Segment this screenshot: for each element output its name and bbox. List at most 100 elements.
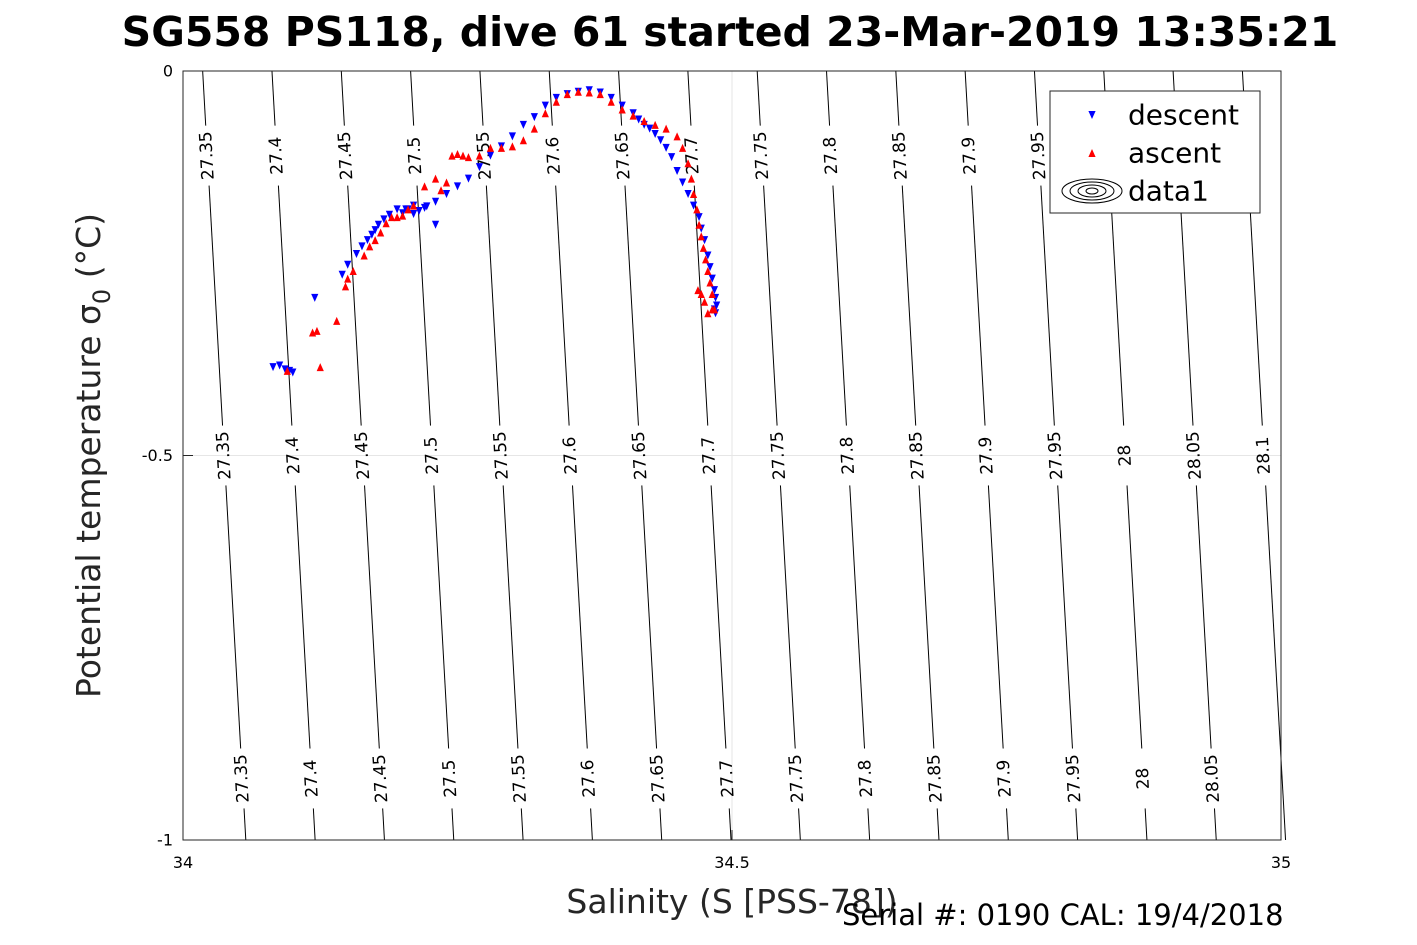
ascent-point <box>693 205 701 214</box>
descent-point <box>695 213 703 222</box>
isopycnal-line <box>1075 808 1079 841</box>
isopycnal-line <box>849 485 866 749</box>
y-axis-label-symbol: σ <box>69 304 108 325</box>
isopycnal-line <box>410 70 415 126</box>
isopycnal-label: 27.35 <box>231 754 254 804</box>
ascent-point <box>344 274 352 283</box>
ascent-point <box>366 242 374 251</box>
ascent-point <box>552 97 560 106</box>
isopycnal-line <box>277 185 293 426</box>
ascent-point <box>629 111 637 120</box>
ascent-point <box>519 136 527 145</box>
ascent-point <box>704 266 712 275</box>
ascent-point <box>687 174 695 183</box>
descent-point <box>704 251 712 260</box>
isopycnal-line <box>208 185 224 426</box>
isopycnal-label: 28.1 <box>1253 436 1275 475</box>
descent-point <box>374 220 383 229</box>
isopycnal-label: 27.9 <box>994 759 1016 798</box>
ascent-point <box>607 97 615 106</box>
legend-data1-contour-icon <box>1061 178 1123 204</box>
isopycnal-line <box>590 808 593 841</box>
isopycnal-line <box>1040 185 1055 426</box>
legend-descent-marker <box>1088 111 1096 119</box>
isopycnal-line <box>895 70 900 126</box>
descent-point <box>311 293 319 302</box>
serial-calibration-note: Serial #: 0190 CAL: 19/4/2018 <box>842 898 1284 932</box>
isopycnal-label: 27.7 <box>682 136 704 175</box>
isopycnal-line <box>202 70 207 126</box>
ascent-point <box>702 255 710 264</box>
isopycnal-label: 27.75 <box>786 754 809 804</box>
descent-point <box>651 130 659 139</box>
descent-point <box>464 174 473 183</box>
ascent-point <box>341 282 350 291</box>
isopycnal-label: 27.9 <box>959 136 981 175</box>
isopycnal-label: 27.65 <box>629 431 652 481</box>
descent-point <box>423 202 431 211</box>
descent-point <box>453 182 462 191</box>
isopycnal-line <box>1006 808 1009 841</box>
isopycnal-label: 27.5 <box>404 136 426 175</box>
isopycnal-label: 28.05 <box>1201 754 1224 804</box>
legend-ascent-marker <box>1088 149 1096 157</box>
isopycnal-label: 27.85 <box>889 131 912 181</box>
ascent-point <box>673 132 681 141</box>
descent-point <box>708 274 716 283</box>
isopycnal-label: 27.35 <box>196 131 219 181</box>
descent-point <box>530 113 538 122</box>
isopycnal-line <box>826 70 831 126</box>
legend-data1-contour-icon <box>1069 181 1115 201</box>
descent-point <box>380 215 388 224</box>
isopycnal-line <box>763 185 778 426</box>
x-tick-label: 34 <box>173 853 193 872</box>
ascent-point <box>708 290 716 299</box>
descent-point <box>442 190 451 199</box>
legend-entry-data1: data1 <box>1128 175 1209 208</box>
descent-point <box>358 242 366 251</box>
legend-data1-contour-icon <box>1077 184 1107 198</box>
legend-entry-ascent: ascent <box>1128 137 1221 170</box>
isopycnal-label: 27.75 <box>751 131 774 181</box>
ascent-point <box>459 151 467 160</box>
ascent-point <box>283 366 291 375</box>
isopycnal-line <box>618 70 623 126</box>
isopycnal-line <box>687 70 692 126</box>
isopycnal-line <box>1195 485 1212 749</box>
ascent-point <box>508 142 516 151</box>
ascent-point <box>563 90 571 99</box>
isopycnal-line <box>1109 185 1125 426</box>
isopycnal-line <box>433 485 450 749</box>
isopycnal-label: 27.75 <box>767 431 790 481</box>
isopycnal-label: 27.6 <box>578 759 600 798</box>
isopycnal-line <box>710 485 727 749</box>
isopycnal-line <box>340 70 345 126</box>
isopycnal-line <box>867 808 871 841</box>
descent-point <box>431 197 440 206</box>
ascent-point <box>388 213 396 222</box>
ascent-point <box>371 236 379 245</box>
ascent-point <box>497 143 506 152</box>
isopycnal-line <box>798 808 801 841</box>
isopycnal-line <box>225 485 242 749</box>
ascent-point <box>431 174 440 183</box>
isopycnal-line <box>479 70 484 126</box>
isopycnal-label: 27.8 <box>837 436 859 475</box>
isopycnal-line <box>555 185 570 426</box>
isopycnal-line <box>271 70 276 126</box>
ascent-point <box>574 87 582 96</box>
descent-point <box>363 236 372 245</box>
isopycnal-label: 27.45 <box>335 131 358 181</box>
isopycnal-label: 27.95 <box>1045 431 1068 481</box>
x-tick-label: 35 <box>1271 853 1291 872</box>
isopycnal-label: 27.7 <box>698 436 720 475</box>
ascent-point <box>695 220 703 229</box>
isopycnal-label: 27.4 <box>266 136 288 175</box>
ascent-point <box>453 150 462 159</box>
isopycnal-label: 27.95 <box>1063 754 1086 804</box>
ascent-point <box>442 178 451 187</box>
isopycnal-line <box>416 185 431 426</box>
isopycnal-label: 27.4 <box>301 759 323 798</box>
isopycnal-line <box>659 808 663 841</box>
